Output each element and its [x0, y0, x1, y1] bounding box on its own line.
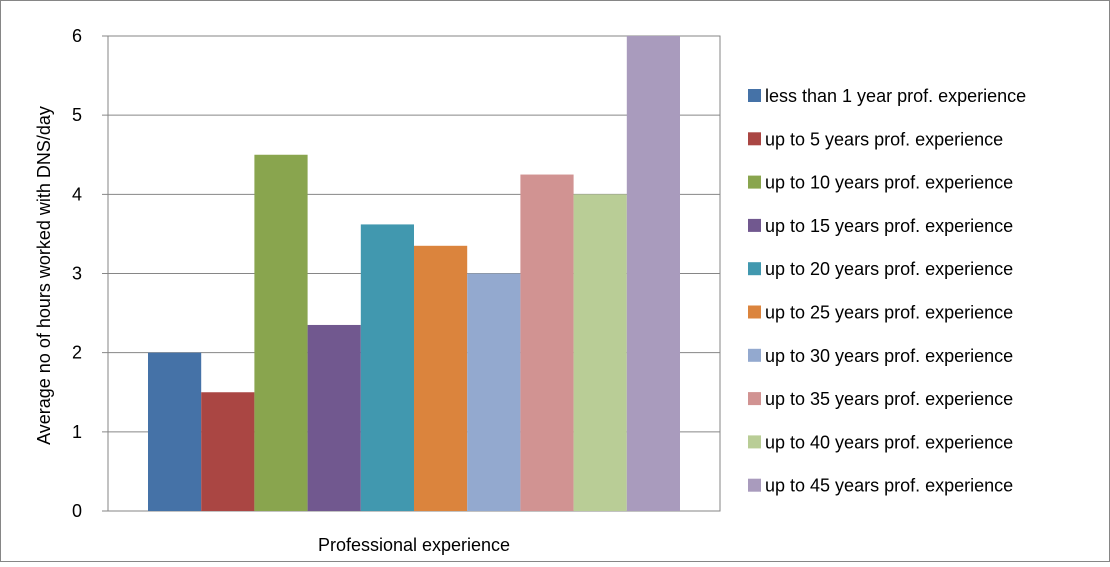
legend-swatch	[748, 348, 761, 362]
legend-swatch	[748, 218, 761, 232]
y-axis-ticks: 0 1 2 3 4 5 6	[72, 26, 82, 521]
legend-swatch	[748, 132, 761, 146]
bars	[148, 36, 680, 512]
bar-4	[307, 324, 361, 511]
y-tick-label: 2	[72, 343, 82, 363]
legend-swatch	[748, 89, 761, 102]
legend-label: up to 25 years prof. experience	[765, 303, 1013, 323]
bar-6	[414, 245, 468, 511]
x-axis-title: Professional experience	[318, 535, 510, 555]
y-tick-label: 6	[72, 26, 82, 46]
y-tick-label: 0	[72, 501, 82, 521]
legend-label: up to 30 years prof. experience	[765, 346, 1013, 366]
bar-10	[626, 36, 680, 511]
bar-1	[148, 352, 202, 511]
bar-3	[254, 154, 308, 511]
bar-7	[467, 273, 521, 511]
bar-9	[573, 194, 627, 512]
bar-2	[201, 392, 255, 511]
legend-swatch	[748, 392, 761, 406]
legend-label: up to 10 years prof. experience	[765, 173, 1013, 193]
bar-8	[520, 174, 574, 511]
y-tick-label: 5	[72, 105, 82, 125]
legend-swatch	[748, 305, 761, 319]
legend-swatch	[748, 478, 761, 492]
legend-label: less than 1 year prof. experience	[765, 86, 1026, 106]
legend: less than 1 year prof. experience up to 5…	[748, 86, 1026, 496]
y-tick-label: 3	[72, 264, 82, 284]
legend-swatch	[748, 435, 761, 449]
legend-label: up to 35 years prof. experience	[765, 389, 1013, 409]
legend-swatch	[748, 175, 761, 189]
legend-label: up to 20 years prof. experience	[765, 259, 1013, 279]
legend-label: up to 40 years prof. experience	[765, 432, 1013, 452]
legend-label: up to 45 years prof. experience	[765, 476, 1013, 496]
bar-5	[360, 224, 414, 511]
y-axis-title: Average no of hours worked with DNS/day	[34, 106, 54, 445]
y-tick-label: 4	[72, 184, 82, 204]
legend-label: up to 15 years prof. experience	[765, 216, 1013, 236]
y-tick-label: 1	[72, 422, 82, 442]
legend-label: up to 5 years prof. experience	[765, 129, 1003, 149]
legend-swatch	[748, 262, 761, 276]
